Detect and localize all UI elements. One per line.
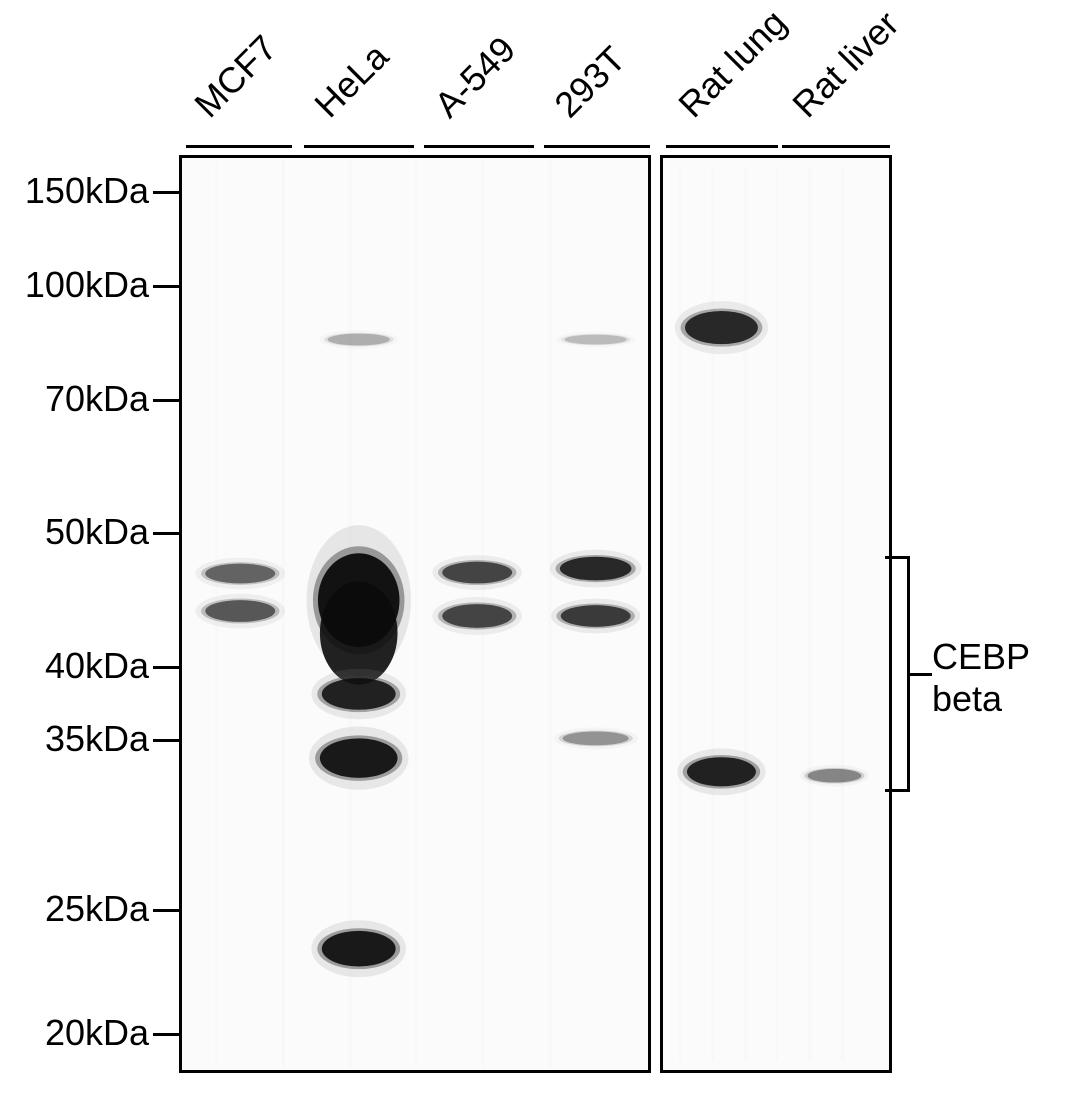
mw-label: 25kDa — [45, 888, 149, 930]
blot-bands-panel-1 — [182, 158, 648, 1070]
mw-tick — [153, 739, 180, 742]
mw-tick — [153, 909, 180, 912]
lane-label: HeLa — [306, 35, 397, 126]
lane-underline — [186, 145, 292, 148]
mw-label: 50kDa — [45, 511, 149, 553]
mw-tick — [153, 1033, 180, 1036]
mw-tick — [153, 399, 180, 402]
mw-label: 100kDa — [25, 264, 149, 306]
mw-label: 150kDa — [25, 170, 149, 212]
blot-bands-panel-2 — [663, 158, 889, 1070]
lane-underline — [424, 145, 534, 148]
mw-label: 70kDa — [45, 378, 149, 420]
lane-underline — [544, 145, 650, 148]
lane-underline — [304, 145, 414, 148]
mw-label: 20kDa — [45, 1012, 149, 1054]
blot-panel-1 — [179, 155, 651, 1073]
lane-underline — [782, 145, 890, 148]
mw-tick — [153, 191, 180, 194]
lane-label: Rat liver — [784, 3, 907, 126]
lane-label: MCF7 — [186, 27, 285, 126]
mw-label: 35kDa — [45, 718, 149, 760]
lane-label: 293T — [546, 38, 634, 126]
lane-underline — [666, 145, 778, 148]
mw-tick — [153, 285, 180, 288]
mw-label: 40kDa — [45, 645, 149, 687]
mw-tick — [153, 532, 180, 535]
western-blot-figure: MCF7 HeLa A-549 293T Rat lung Rat liver … — [0, 0, 1080, 1106]
mw-tick — [153, 666, 180, 669]
lane-label: Rat lung — [670, 1, 795, 126]
lane-label: A-549 — [426, 28, 524, 126]
target-label: CEBP beta — [932, 636, 1080, 720]
blot-panel-2 — [660, 155, 892, 1073]
